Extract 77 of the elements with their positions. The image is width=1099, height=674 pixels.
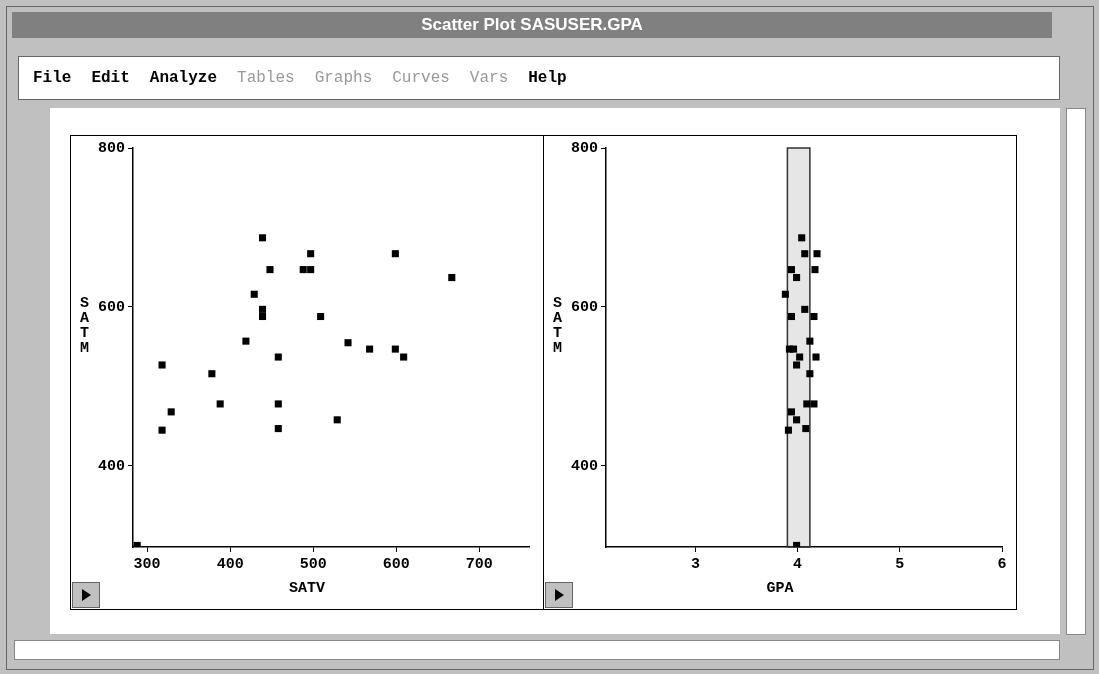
point <box>784 426 792 434</box>
point <box>216 400 224 408</box>
x-tick-label: 5 <box>895 555 905 573</box>
y-tick-label: 600 <box>570 298 598 316</box>
point <box>158 426 166 434</box>
x-axis-title: GPA <box>765 580 795 597</box>
point <box>391 250 399 258</box>
point <box>787 408 796 416</box>
point <box>133 541 141 547</box>
point <box>810 400 818 408</box>
text: Help <box>528 69 567 87</box>
point <box>787 312 796 321</box>
point <box>810 312 818 321</box>
y-tick-label: 600 <box>97 298 125 316</box>
point <box>307 266 315 274</box>
point <box>344 339 352 347</box>
y-axis-title: SATM <box>553 295 563 357</box>
x-tick-label: 4 <box>793 555 803 573</box>
point <box>798 234 806 242</box>
point <box>167 408 175 416</box>
point <box>307 250 315 258</box>
x-axis-title: SATV <box>288 580 326 597</box>
x-tick-label: 700 <box>465 555 493 573</box>
point <box>801 250 809 258</box>
point <box>274 353 282 361</box>
x-tick-label: 600 <box>382 555 410 573</box>
point <box>258 305 267 313</box>
point <box>796 353 804 361</box>
point <box>250 290 258 298</box>
point <box>793 274 801 282</box>
point <box>208 370 216 378</box>
text: Graphs <box>314 69 373 87</box>
point <box>801 305 809 313</box>
point <box>158 361 166 369</box>
y-tick-label: 800 <box>570 139 598 157</box>
point <box>400 353 408 361</box>
x-tick-label: 400 <box>216 555 244 573</box>
point <box>793 416 801 424</box>
text: Edit <box>91 69 130 87</box>
point <box>299 266 307 274</box>
point <box>781 290 789 298</box>
point <box>274 425 282 433</box>
point <box>793 541 801 547</box>
text: Scatter Plot SASUSER.GPA <box>12 12 1052 38</box>
point <box>811 266 819 274</box>
point <box>806 370 814 378</box>
point <box>793 361 801 369</box>
point <box>258 234 267 242</box>
text: Curves <box>392 69 450 87</box>
point <box>333 416 341 424</box>
point <box>448 274 456 282</box>
point <box>813 250 821 258</box>
point <box>391 345 399 353</box>
text: Analyze <box>149 69 218 87</box>
x-tick-label: 6 <box>997 555 1007 573</box>
y-tick-label: 400 <box>97 457 125 475</box>
point <box>266 266 274 274</box>
point <box>802 425 810 433</box>
y-tick-label: 800 <box>97 139 125 157</box>
text: Vars <box>469 69 509 87</box>
point <box>366 345 374 353</box>
point <box>274 400 282 408</box>
x-tick-label: 500 <box>299 555 327 573</box>
point <box>258 312 267 321</box>
point <box>803 400 811 408</box>
text: File <box>33 69 72 87</box>
y-tick-label: 400 <box>570 457 598 475</box>
point <box>806 337 814 345</box>
point <box>317 312 325 321</box>
text: Tables <box>237 69 295 87</box>
point <box>787 266 796 274</box>
y-axis-title: SATM <box>80 295 90 357</box>
point <box>242 337 250 345</box>
point <box>789 345 798 353</box>
x-tick-label: 3 <box>690 555 700 573</box>
x-tick-label: 300 <box>133 555 161 573</box>
point <box>812 353 820 361</box>
